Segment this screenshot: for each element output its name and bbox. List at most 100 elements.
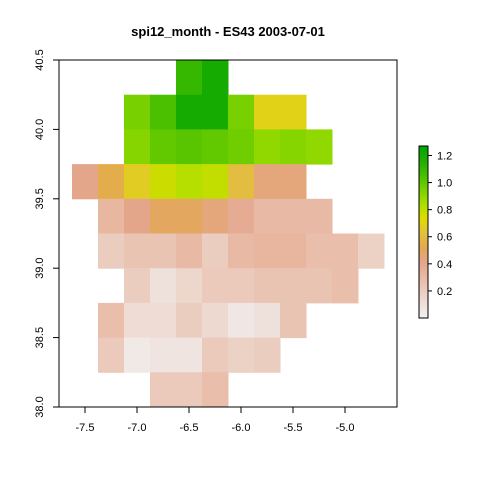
raster-cell [280, 268, 307, 304]
raster-cell [332, 268, 359, 304]
raster-cell [202, 302, 229, 339]
x-tick-label: -7.5 [76, 422, 95, 434]
legend-color-step [419, 211, 428, 216]
legend-color-step [419, 237, 428, 242]
raster-cell [176, 129, 203, 165]
raster-cell [176, 198, 203, 234]
legend-color-step [419, 263, 428, 267]
raster-cell [306, 198, 333, 234]
raster-cell [98, 337, 125, 373]
legend-color-step [419, 177, 428, 181]
raster-cell [150, 302, 177, 339]
legend-color-step [419, 186, 428, 190]
x-tick-label: -5.5 [284, 422, 303, 434]
raster-cell [202, 372, 229, 408]
raster-cell [228, 94, 255, 130]
y-tick-label: 40.5 [34, 49, 46, 70]
legend-color-step [419, 148, 428, 153]
legend-color-step [419, 254, 428, 259]
legend-color-step [419, 214, 428, 219]
raster-cell [228, 337, 255, 373]
raster-cell [228, 129, 255, 165]
x-tick-label: -6.0 [232, 422, 251, 434]
raster-cell [124, 164, 151, 200]
legend-tick-label: 0.2 [437, 286, 452, 298]
raster-cell [280, 198, 307, 234]
legend-color-step [419, 300, 428, 305]
raster-cell [280, 94, 307, 130]
legend-color-step [419, 315, 428, 319]
legend-tick-label: 1.2 [437, 150, 452, 162]
legend-color-step [419, 163, 428, 167]
raster-cell [280, 164, 307, 200]
legend-tick-label: 0.8 [437, 205, 452, 217]
legend-color-step [419, 252, 428, 256]
y-axis: 38.0 38.5 39.0 39.5 40.0 40.5 [34, 49, 60, 418]
legend-color-step [419, 174, 428, 179]
raster-cell [202, 60, 229, 96]
raster-cell [254, 94, 281, 130]
legend-border [418, 145, 429, 319]
raster-cell [254, 337, 281, 373]
legend-color-step [419, 206, 428, 210]
raster-cell [176, 94, 203, 130]
legend-color-step [419, 197, 428, 202]
raster-cell [358, 233, 385, 269]
legend-color-step [419, 289, 428, 293]
raster-cell [176, 233, 203, 269]
legend-color-step [419, 226, 428, 230]
raster-cell [228, 302, 255, 339]
raster-cell [202, 198, 229, 234]
legend-color-step [419, 189, 428, 193]
raster-cell [124, 198, 151, 234]
raster-cell [150, 337, 177, 373]
legend-color-step [419, 303, 428, 308]
raster-cell [150, 198, 177, 234]
legend-color-step [419, 217, 428, 222]
legend-color-step [419, 223, 428, 227]
raster-cell [176, 164, 203, 200]
raster-cell [254, 268, 281, 304]
legend-color-step [419, 229, 428, 233]
raster-cell [228, 198, 255, 234]
legend-color-step [419, 266, 428, 270]
legend-color-step [419, 200, 428, 204]
raster-cell [228, 164, 255, 200]
raster-cell [150, 268, 177, 304]
x-tick-label: -6.5 [180, 422, 199, 434]
raster-cell [176, 60, 203, 96]
legend-color-step [419, 151, 428, 156]
raster-cell [98, 233, 125, 269]
legend-color-step [419, 168, 428, 173]
legend-tick-label: 1.0 [437, 178, 452, 190]
legend-color-step [419, 183, 428, 187]
chart-title: spi12_month - ES43 2003-07-01 [131, 24, 325, 39]
legend-color-step [419, 171, 428, 176]
raster-cell [202, 164, 229, 200]
legend-color-step [419, 209, 428, 213]
legend-color-step [419, 180, 428, 184]
raster-cell [280, 129, 307, 165]
legend-color-step [419, 166, 428, 170]
y-tick-label: 38.0 [34, 396, 46, 417]
raster-cell [98, 198, 125, 234]
legend-color-step [419, 280, 428, 285]
legend-color-step [419, 277, 428, 282]
raster-cell [306, 233, 333, 269]
raster-cell [176, 268, 203, 304]
raster-cell [150, 164, 177, 200]
raster-cell [254, 302, 281, 339]
legend-color-step [419, 154, 428, 159]
raster-cell [124, 94, 151, 130]
raster-cell [332, 233, 359, 269]
legend-color-step [419, 283, 428, 288]
raster-cell [124, 337, 151, 373]
y-tick-label: 38.5 [34, 327, 46, 348]
raster-cell [280, 302, 307, 339]
legend-color-step [419, 249, 428, 253]
raster-cells [72, 60, 385, 408]
legend-color-step [419, 220, 428, 224]
raster-cell [202, 129, 229, 165]
raster-cell [254, 198, 281, 234]
